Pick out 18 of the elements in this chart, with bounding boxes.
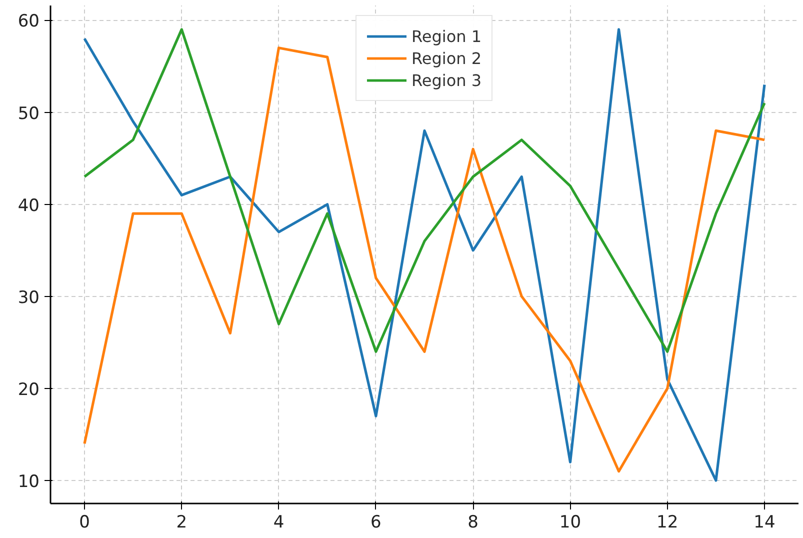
legend-label: Region 2 (411, 48, 482, 68)
legend-label: Region 1 (411, 26, 482, 46)
y-tick-label: 30 (18, 288, 40, 308)
x-tick-label: 14 (754, 512, 776, 532)
y-tick-label: 40 (18, 196, 40, 216)
y-tick-label: 50 (18, 104, 40, 124)
x-tick-label: 2 (176, 512, 188, 532)
y-tick-label: 60 (18, 12, 40, 32)
x-tick-label: 6 (370, 512, 382, 532)
y-tick-label: 10 (18, 472, 40, 492)
line-series (83, 28, 766, 353)
x-tick-label: 8 (468, 512, 478, 532)
legend-label: Region 3 (411, 70, 482, 90)
x-tick-label: 0 (79, 512, 90, 532)
x-tick-label: 4 (273, 512, 284, 532)
y-tick-label: 20 (18, 380, 40, 400)
x-tick-label: 10 (559, 512, 582, 532)
x-tick-label: 12 (656, 512, 678, 532)
